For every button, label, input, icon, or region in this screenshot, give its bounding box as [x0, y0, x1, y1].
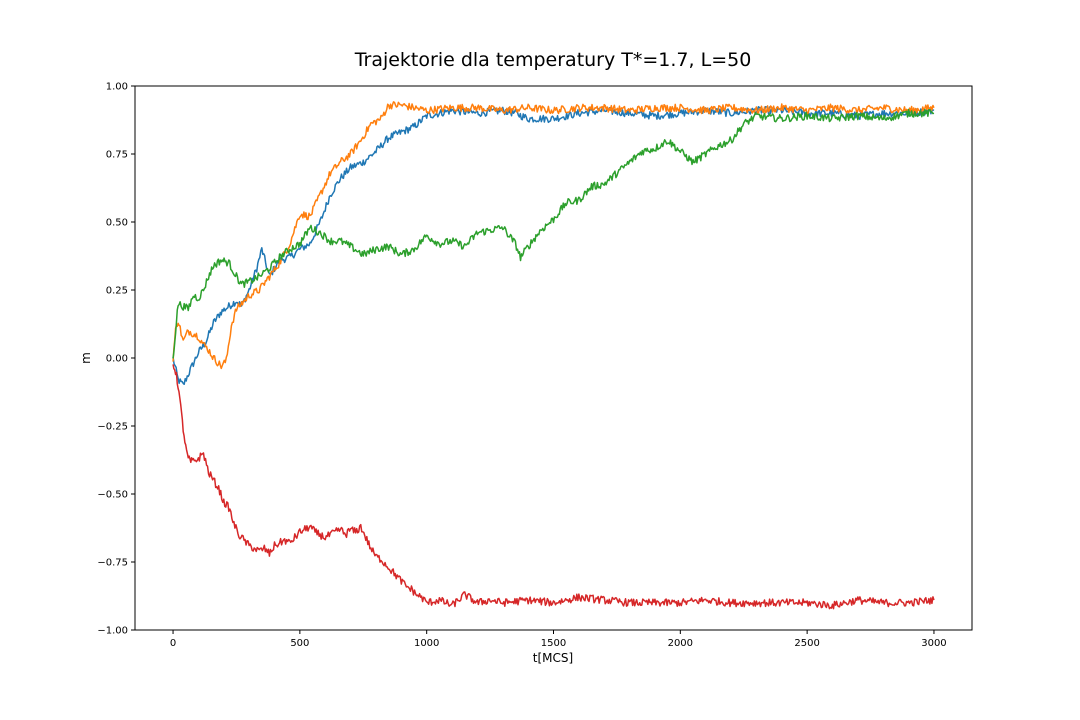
y-tick-label: −0.75: [97, 558, 128, 569]
y-tick-label: 0.25: [106, 286, 128, 297]
x-axis: 0 500 1000 1500 2000 2500 3000: [170, 630, 947, 649]
y-tick-label: −0.25: [97, 422, 128, 433]
x-tick-label: 2500: [794, 638, 819, 649]
x-tick-label: 1000: [414, 638, 439, 649]
chart-title: Trajektorie dla temperatury T*=1.7, L=50: [354, 49, 752, 71]
series-line-2: [172, 101, 935, 370]
y-tick-label: 0.50: [106, 218, 128, 229]
x-tick-label: 3000: [921, 638, 946, 649]
series-line-4: [172, 364, 935, 610]
y-tick-label: −0.50: [97, 490, 128, 501]
x-tick-label: 2000: [668, 638, 693, 649]
x-tick-label: 0: [170, 638, 176, 649]
y-tick-label: −1.00: [97, 626, 128, 637]
x-tick-label: 1500: [541, 638, 566, 649]
series-layer: [172, 101, 935, 610]
x-tick-label: 500: [290, 638, 309, 649]
x-axis-label: t[MCS]: [533, 651, 573, 665]
y-axis: −1.00 −0.75 −0.50 −0.25 0.00 0.25 0.50 0.75 1.00: [97, 82, 135, 637]
y-axis-label: m: [79, 352, 93, 364]
y-tick-label: 1.00: [106, 82, 128, 93]
series-line-3: [172, 108, 935, 359]
y-tick-label: 0.00: [106, 354, 128, 365]
y-tick-label: 0.75: [106, 150, 128, 161]
series-line-1: [172, 106, 935, 386]
